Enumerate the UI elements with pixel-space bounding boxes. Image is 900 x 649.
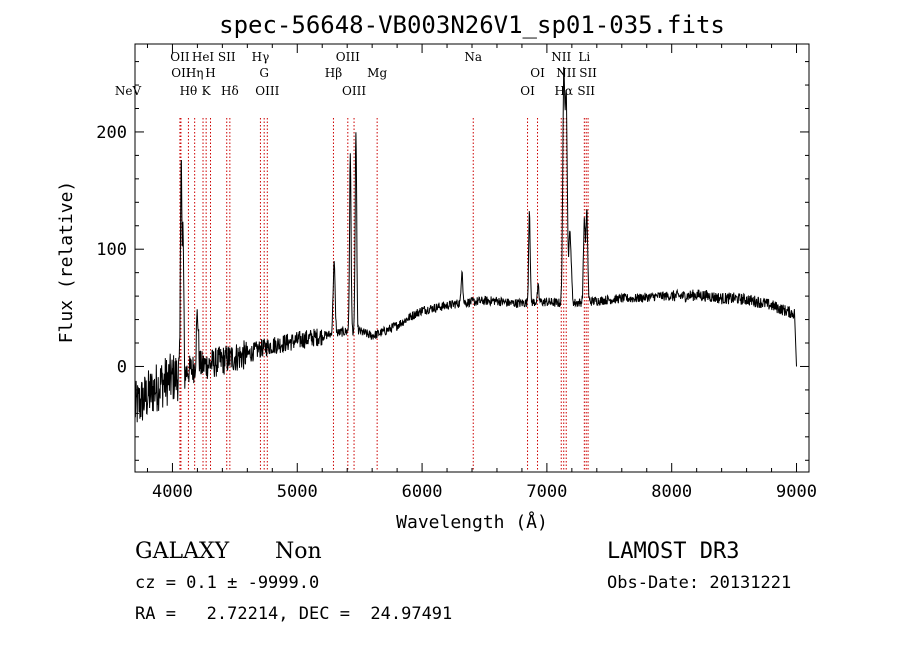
line-marker-label: NeV [115,84,142,98]
survey-label: LAMOST DR3 [607,539,739,564]
x-tick-label: 4000 [152,482,193,502]
x-tick-label: 6000 [402,482,443,502]
line-marker-label: Hβ [325,66,342,80]
line-marker-label: SII [579,66,597,80]
line-marker-label: G [259,66,269,80]
y-axis-label: Flux (relative) [56,181,77,344]
line-marker-label: OII [170,50,190,64]
x-tick-label: 9000 [776,482,817,502]
y-tick-label: 200 [96,123,127,143]
line-marker-label: OIII [336,50,360,64]
plot-frame [134,43,810,473]
line-marker-label: SII [218,50,236,64]
x-tick-label: 7000 [526,482,567,502]
x-tick-label: 8000 [651,482,692,502]
line-marker-label: Hδ [221,84,239,98]
line-marker-label: HeI [192,50,215,64]
chart-title: spec-56648-VB003N26V1_sp01-035.fits [219,11,725,39]
line-marker-label: Na [464,50,482,64]
line-marker-label: NII [556,66,576,80]
line-marker-label: Li [578,50,590,64]
obs-date: Obs-Date: 20131221 [607,573,791,593]
line-marker-label: OIII [255,84,279,98]
x-tick-label: 5000 [277,482,318,502]
line-marker-label: Hη [186,66,204,80]
line-marker-label: Mg [367,66,387,80]
spectrum-line [134,66,797,423]
redshift-cz: cz = 0.1 ± -9999.0 [135,573,319,593]
class-label: GALAXY [135,539,230,564]
line-marker-label: H [205,66,215,80]
ra-dec-coords: RA = 2.72214, DEC = 24.97491 [135,604,452,624]
spectrum-series [134,66,797,423]
axis-ticks: 4000 5000 6000 7000 8000 9000 0 100 200 [96,44,817,502]
subclass-label: Non [275,539,322,564]
line-marker-label: OI [520,84,535,98]
line-marker-label: Hγ [252,50,270,64]
line-marker-label: NII [551,50,571,64]
line-marker-label: OI [530,66,545,80]
line-marker-label: Hθ [180,84,198,98]
y-tick-label: 100 [96,240,127,260]
line-markers: NeVOIIOIIHθHηHeIKHSIIHδHγGOIIIHβOIIIOIII… [115,50,597,472]
line-marker-label: OIII [342,84,366,98]
line-marker-label: OII [171,66,191,80]
line-marker-label: SII [577,84,595,98]
x-axis-label: Wavelength (Å) [396,511,548,533]
y-tick-label: 0 [117,357,127,377]
line-marker-label: K [202,84,212,98]
